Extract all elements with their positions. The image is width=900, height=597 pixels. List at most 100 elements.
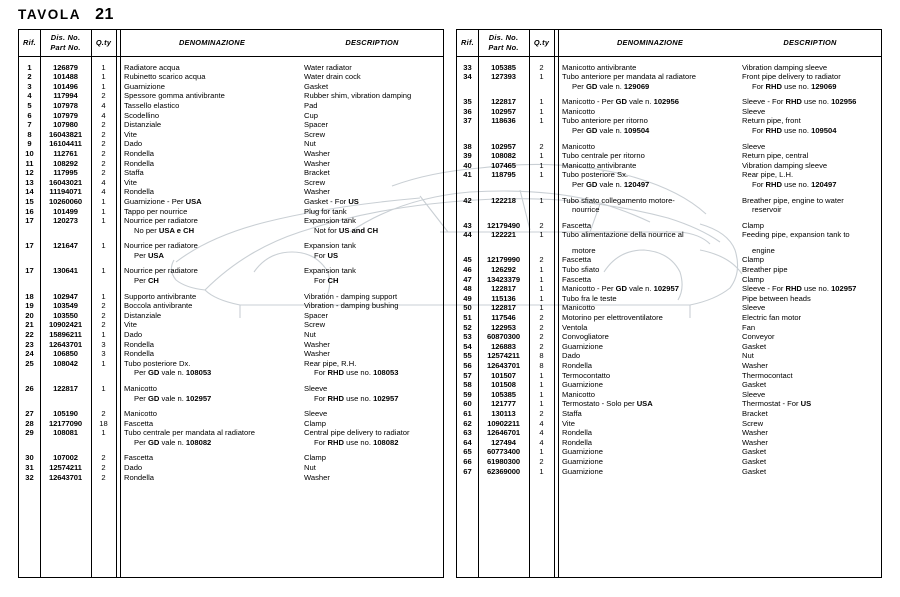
cell-part-no: 16043821 (49, 129, 82, 139)
cell-denominazione: Tubo sfiato collegamento motore- (562, 195, 675, 205)
cell-qty: 2 (101, 91, 106, 101)
table-row: 65 60773400 1 Guarnizione Gasket (457, 447, 881, 457)
table-row: 61 130113 2 Staffa Bracket (457, 409, 881, 419)
cell-denominazione: Motorino per elettroventilatore (562, 313, 663, 323)
cell-part-no: 101507 (491, 370, 516, 380)
cell-qty: 1 (101, 291, 106, 301)
cell-description: Nut (742, 351, 754, 361)
table-row-continuation: Per GD vale n. 109504 For RHD use no. 109… (457, 126, 881, 136)
cell-denominazione: Tubo centrale per ritorno (562, 151, 645, 161)
cell-rif: 25 (25, 358, 34, 368)
cell-rif: 24 (25, 349, 34, 359)
cell-qty: 1 (539, 170, 544, 180)
cell-qty: 2 (101, 301, 106, 311)
column-rule-partno (91, 30, 92, 577)
cell-part-no: 122221 (491, 230, 516, 240)
cell-denominazione: Manicotto (124, 383, 157, 393)
cell-rif: 34 (463, 72, 472, 82)
cell-description: Sleeve - For RHD use no. 102956 (742, 97, 857, 107)
cell-description: Feeding pipe, expansion tank to (742, 230, 850, 240)
header-dis-line2: Part No. (488, 43, 519, 52)
cell-description: Gasket (742, 380, 767, 390)
table-row: 49 115136 1 Tubo fra le teste Pipe between h… (457, 294, 881, 304)
cell-qty: 1 (539, 303, 544, 313)
cell-qty: 2 (539, 141, 544, 151)
cell-description: For RHD use no. 108053 (314, 368, 399, 378)
cell-denominazione: Rondella (124, 187, 154, 197)
column-rule-qty-b (120, 30, 121, 577)
cell-denominazione: Per GD vale n. 129069 (572, 81, 650, 91)
cell-rif: 27 (25, 409, 34, 419)
header-description: DESCRIPTION (783, 38, 837, 48)
cell-qty: 1 (101, 266, 106, 276)
table-row: 21 10902421 2 Vite Screw (19, 320, 443, 330)
cell-qty: 1 (539, 380, 544, 390)
cell-description: Washer (304, 158, 330, 168)
cell-part-no: 107465 (491, 160, 516, 170)
cell-description: Vibration damping sleeve (742, 160, 828, 170)
cell-denominazione: Manicotto (562, 106, 595, 116)
cell-rif: 66 (463, 457, 472, 467)
cell-part-no: 102957 (491, 141, 516, 151)
cell-denominazione: Manicotto (562, 303, 595, 313)
cell-description: Clamp (304, 453, 326, 463)
cell-qty: 1 (101, 241, 106, 251)
cell-denominazione: Guarnizione (562, 447, 603, 457)
table-row-continuation: Per GD vale n. 108053 For RHD use no. 108… (19, 368, 443, 378)
cell-description: Sleeve (742, 389, 766, 399)
table-row: 7 107980 2 Distanziale Spacer (19, 120, 443, 130)
cell-description: Breather pipe, engine to water (742, 195, 844, 205)
cell-description: reservoir (752, 205, 782, 215)
cell-qty: 3 (101, 339, 106, 349)
cell-denominazione: Manicotto - Per GD vale n. 102956 (562, 97, 679, 107)
table-row: 19 103549 2 Boccola antivibrante Vibration -… (19, 301, 443, 311)
table-row-continuation: Per CH For CH (19, 276, 443, 286)
cell-qty: 1 (539, 447, 544, 457)
cell-denominazione: Radiatore acqua (124, 62, 180, 72)
cell-denominazione: Fascetta (562, 255, 592, 265)
table-row: 54 126883 2 Guarnizione Gasket (457, 342, 881, 352)
cell-part-no: 12574211 (49, 463, 82, 472)
cell-denominazione: Guarnizione (562, 380, 603, 390)
cell-part-no: 122218 (491, 195, 516, 205)
table-row: 66 61980300 2 Guarnizione Gasket (457, 457, 881, 467)
cell-rif: 40 (463, 160, 472, 170)
table-row: 22 15896211 1 Dado Nut (19, 330, 443, 340)
table-row: 24 106850 3 Rondella Washer (19, 349, 443, 359)
header-part-no: Dis. No. Part No. (40, 30, 91, 56)
cell-part-no: 117995 (53, 168, 78, 178)
cell-rif: 50 (463, 303, 472, 313)
table-row: 6 107979 4 Scodellino Cup (19, 111, 443, 121)
cell-rif: 33 (463, 62, 472, 72)
header-denominazione: DENOMINAZIONE (616, 38, 684, 48)
cell-part-no: 10260060 (49, 196, 82, 206)
cell-qty: 8 (539, 351, 544, 361)
cell-rif: 17 (25, 266, 34, 276)
cell-description: Water radiator (304, 62, 352, 72)
cell-denominazione: Fascetta (124, 453, 154, 463)
table-row: 62 10902211 4 Vite Screw (457, 419, 881, 429)
cell-denominazione: Tubo sfiato (562, 265, 600, 275)
cell-description: Gasket (742, 457, 767, 467)
cell-rif: 26 (25, 383, 34, 393)
cell-part-no: 117546 (491, 313, 516, 323)
cell-qty: 18 (99, 418, 108, 428)
cell-part-no: 12646701 (487, 428, 520, 438)
table-row: 45 12179990 2 Fascetta Clamp (457, 255, 881, 265)
cell-rif: 45 (463, 255, 472, 265)
cell-description: Screw (304, 177, 326, 187)
cell-part-no: 120273 (53, 216, 78, 226)
cell-denominazione: Rondella (124, 472, 154, 482)
cell-rif: 47 (463, 274, 472, 284)
cell-description: For CH (314, 276, 339, 285)
cell-denominazione: Manicotto (124, 409, 157, 419)
cell-rif: 28 (25, 418, 34, 428)
cell-qty: 2 (539, 457, 544, 467)
cell-rif: 52 (463, 322, 472, 332)
table-row: 41 118795 1 Tubo posteriore Sx. Rear pipe, L… (457, 170, 881, 180)
cell-denominazione: Per GD vale n. 109504 (572, 126, 650, 136)
header-dis-line1: Dis. No. (50, 33, 81, 43)
cell-description: Sleeve (304, 383, 328, 393)
cell-part-no: 60870300 (487, 332, 520, 342)
cell-qty: 1 (539, 160, 544, 170)
